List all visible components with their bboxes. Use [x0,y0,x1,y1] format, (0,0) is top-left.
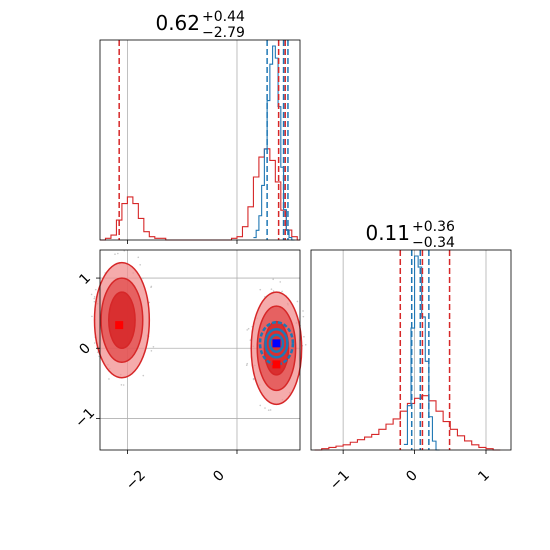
right-title-plus: +0.36 [412,219,455,235]
tl-frame [99,39,301,241]
bl-frame [99,249,301,451]
bl-scatter-point [304,343,307,346]
bl-scatter-point [93,297,96,300]
top-title-plus: +0.44 [202,9,245,25]
bl-scatter-point [246,329,248,331]
bl-scatter-point [302,310,304,312]
bl-scatter-point [259,288,262,291]
histogram-panel-top [99,39,301,244]
bl-red-marker [272,360,281,369]
bl-scatter-point [270,288,273,290]
bl-scatter-point [93,300,96,303]
bl-scatter-point [246,362,249,365]
bl-scatter-point [302,315,305,318]
contour-panel [90,249,307,454]
bl-scatter-point [279,281,282,283]
br-xtick-label: 0 [403,468,421,486]
bl-scatter-point [90,293,93,296]
bl-scatter-point [269,409,272,411]
bl-scatter-point [120,384,123,386]
histogram-panel-right [310,249,512,454]
br-blue-histogram-line [403,255,440,451]
bl-scatter-point [139,264,141,266]
bl-scatter-point [96,351,99,353]
bl-xtick-label: −2 [123,468,149,494]
bl-scatter-point [152,345,155,348]
bl-scatter-point [267,409,270,411]
bl-scatter-point [93,342,96,344]
bl-scatter-point [281,290,283,293]
bl-scatter-point [122,384,125,386]
br-xtick-label: −1 [327,468,353,494]
bl-scatter-point [117,252,119,255]
bl-blue-contour [258,321,295,366]
tl-blue-histogram-line [253,45,295,241]
bl-red-marker [115,321,124,330]
bl-scatter-point [272,290,275,292]
bl-scatter-point [142,277,144,280]
bl-scatter-point [252,378,255,381]
bl-scatter-point [91,315,93,318]
bl-scatter-point [137,256,140,259]
bl-scatter-point [93,296,96,298]
bl-xtick-label: 0 [210,468,228,486]
bl-blue-contour [264,328,289,359]
bl-scatter-point [94,288,97,291]
bl-scatter-point [108,378,110,380]
tl-red-histogram-line [100,148,300,241]
right-title-value: 0.11 [365,221,410,245]
bl-scatter-point [114,253,116,256]
bl-scatter-point [247,327,250,330]
bl-scatter-point [264,407,266,409]
bl-red-contour [108,291,136,349]
top-title-minus: −2.79 [202,25,245,41]
bl-scatter-point [245,364,248,367]
br-xtick-label: 1 [475,468,493,486]
bl-ytick-label: −1 [72,405,98,431]
top-title-value: 0.62 [155,11,200,35]
bl-blue-marker [272,339,281,348]
bl-scatter-point [296,300,299,303]
bl-scatter-point [303,335,305,338]
bl-blue-contour [268,333,285,354]
bl-scatter-point [150,285,153,288]
bl-scatter-point [142,374,145,377]
bl-scatter-point [259,404,262,407]
bl-scatter-point [98,355,100,358]
bl-scatter-point [272,278,274,281]
bl-scatter-point [150,350,153,352]
right-title-minus: −0.34 [412,235,455,251]
bl-ytick-label: 0 [76,340,94,358]
bl-ytick-label: 1 [76,270,94,288]
br-frame [310,249,512,451]
